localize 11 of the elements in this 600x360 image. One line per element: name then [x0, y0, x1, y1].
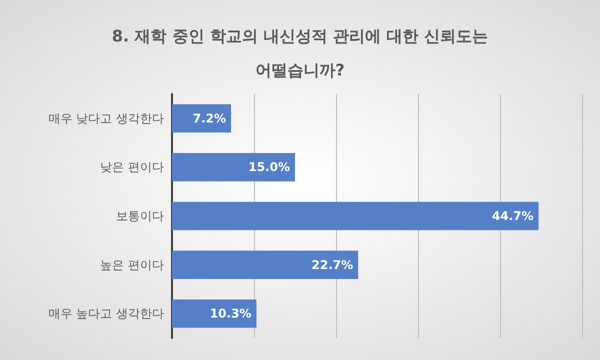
y-tick-label: 높은 편이다 — [100, 258, 164, 272]
chart-title: 8. 재학 중인 학교의 내신성적 관리에 대한 신뢰도는 어떨습니까? — [112, 26, 488, 80]
data-label: 44.7% — [492, 209, 534, 223]
data-label: 10.3% — [210, 306, 252, 321]
y-tick-label: 낮은 편이다 — [100, 160, 164, 174]
y-tick-label: 보통이다 — [116, 209, 164, 223]
data-label: 15.0% — [248, 160, 290, 174]
data-label: 7.2% — [192, 111, 226, 126]
data-label: 22.7% — [312, 258, 354, 272]
y-tick-label: 매우 낮다고 생각한다 — [48, 111, 164, 126]
y-tick-label: 매우 높다고 생각한다 — [48, 306, 164, 321]
